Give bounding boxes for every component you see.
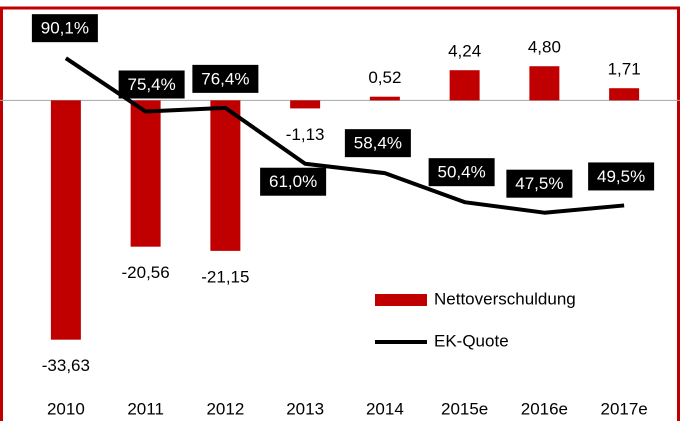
x-tick-label: 2011 — [127, 399, 164, 418]
line-value-label-box: 58,4% — [344, 129, 411, 158]
bar — [290, 100, 321, 109]
line-value-label-box: 49,5% — [588, 162, 655, 191]
label-box — [260, 167, 327, 196]
bar — [130, 100, 161, 247]
label-box — [192, 64, 259, 93]
line-value-label: 49,5% — [597, 167, 645, 186]
line-value-label-box: 47,5% — [506, 169, 573, 198]
legend-label: Nettoverschuldung — [434, 289, 576, 308]
bar — [449, 70, 480, 101]
line-value-label-box: 50,4% — [428, 158, 495, 187]
line-value-label: 75,4% — [128, 75, 176, 94]
label-box — [118, 70, 185, 99]
x-tick-label: 2014 — [366, 399, 404, 418]
x-tick-label: 2017e — [600, 399, 647, 418]
line-value-label-box: 75,4% — [118, 70, 185, 99]
line-value-label: 50,4% — [438, 163, 486, 182]
bar-value-label: 4,80 — [528, 38, 561, 57]
bar — [50, 100, 81, 340]
bar-value-label: -33,63 — [42, 356, 90, 375]
x-tick-label: 2013 — [286, 399, 324, 418]
label-box — [588, 162, 655, 191]
bar — [210, 100, 241, 251]
x-tick-label: 2010 — [47, 399, 85, 418]
line-value-label: 90,1% — [41, 19, 89, 38]
bar-value-label: -21,15 — [201, 267, 249, 286]
legend-label: EK-Quote — [434, 331, 509, 350]
line-value-label: 76,4% — [201, 69, 249, 88]
line-value-label: 47,5% — [515, 174, 563, 193]
bar — [529, 66, 560, 101]
x-tick-label: 2016e — [521, 399, 568, 418]
bar-value-label: 1,71 — [608, 60, 641, 79]
bar — [369, 96, 400, 101]
line-value-label: 58,4% — [354, 134, 402, 153]
label-box — [506, 169, 573, 198]
line-value-label-box: 76,4% — [192, 64, 259, 93]
label-box — [344, 129, 411, 158]
label-box — [31, 14, 98, 43]
line — [64, 56, 625, 215]
x-tick-label: 2012 — [206, 399, 244, 418]
label-box — [428, 158, 495, 187]
bar-value-label: 0,52 — [368, 68, 401, 87]
line-value-label-box: 90,1% — [31, 14, 98, 43]
bar-value-label: 4,24 — [448, 42, 481, 61]
x-tick-label: 2015e — [441, 399, 488, 418]
bar-value-label: -1,13 — [286, 125, 325, 144]
frame — [0, 6, 680, 421]
line-value-label: 61,0% — [269, 172, 317, 191]
line-value-label-box: 61,0% — [260, 167, 327, 196]
bar — [609, 88, 640, 101]
legend-swatch — [375, 294, 427, 306]
bar-value-label: -20,56 — [122, 263, 170, 282]
